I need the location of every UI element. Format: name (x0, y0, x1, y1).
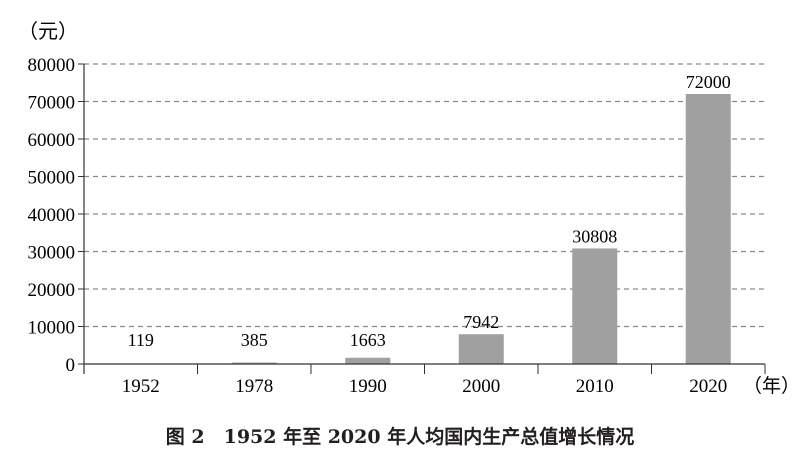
data-label: 72000 (686, 72, 731, 92)
y-tick-label: 80000 (28, 55, 76, 76)
y-tick-label: 30000 (28, 243, 76, 264)
y-tick-label: 40000 (28, 205, 76, 226)
bar-1990 (345, 357, 391, 364)
x-tick-label: 1952 (122, 376, 160, 397)
y-tick-label: 50000 (28, 168, 76, 189)
data-label: 385 (241, 330, 268, 350)
bar-2020 (685, 94, 731, 364)
y-tick-label: 70000 (28, 93, 76, 114)
bar-1978 (231, 362, 277, 364)
data-label: 119 (128, 330, 154, 350)
bar-2000 (458, 334, 504, 364)
data-label: 30808 (572, 226, 617, 246)
x-axis-unit-label: （年） (743, 375, 800, 397)
data-label: 1663 (350, 330, 386, 350)
y-tick-label: 20000 (28, 280, 76, 301)
x-tick-label: 2020 (689, 376, 727, 397)
y-tick-label: 60000 (28, 130, 76, 151)
y-tick-label: 10000 (28, 318, 76, 339)
figure-caption: 图 2 1952 年至 2020 年人均国内生产总值增长情况 (165, 426, 635, 448)
y-tick-label: 0 (66, 355, 76, 376)
data-label: 7942 (463, 312, 499, 332)
x-tick-label: 1978 (235, 376, 273, 397)
x-tick-label: 2000 (462, 376, 500, 397)
x-tick-label: 2010 (576, 376, 614, 397)
x-tick-label: 1990 (349, 376, 387, 397)
bar-2010 (572, 248, 618, 364)
y-axis-unit-label: （元） (18, 20, 78, 43)
